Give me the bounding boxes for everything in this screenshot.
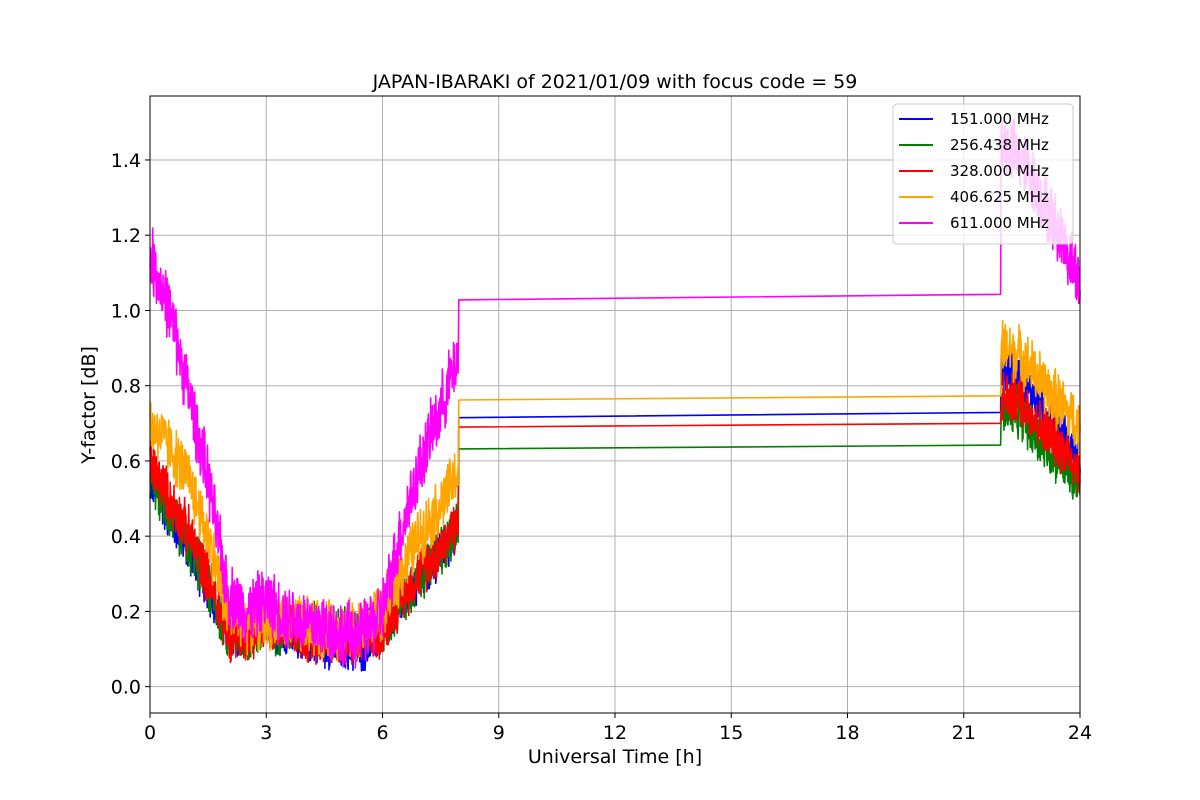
y-tick-label: 1.4 <box>111 150 141 172</box>
y-axis: 0.0 0.2 0.4 0.6 0.8 1.0 1.2 1.4 <box>111 150 150 699</box>
x-tick-label: 0 <box>144 722 156 744</box>
x-tick-label: 12 <box>603 722 627 744</box>
legend-label: 611.000 MHz <box>950 214 1049 232</box>
y-tick-label: 1.2 <box>111 225 141 247</box>
y-axis-label: Y-factor [dB] <box>78 346 100 465</box>
legend-label: 328.000 MHz <box>950 162 1049 180</box>
x-axis-label: Universal Time [h] <box>528 746 702 768</box>
x-tick-label: 15 <box>719 722 743 744</box>
chart-title: JAPAN-IBARAKI of 2021/01/09 with focus c… <box>372 71 858 93</box>
y-tick-label: 0.0 <box>111 677 141 699</box>
y-tick-label: 0.8 <box>111 376 141 398</box>
legend-box <box>892 103 1074 245</box>
x-tick-label: 9 <box>493 722 505 744</box>
y-tick-label: 0.2 <box>111 601 141 623</box>
x-tick-label: 6 <box>376 722 388 744</box>
legend: 151.000 MHz 256.438 MHz 328.000 MHz 406.625… <box>892 103 1074 245</box>
x-axis: 0 3 6 9 12 15 18 21 24 <box>144 713 1092 744</box>
legend-label: 151.000 MHz <box>950 110 1049 128</box>
x-tick-label: 3 <box>260 722 272 744</box>
x-tick-label: 24 <box>1068 722 1092 744</box>
legend-label: 406.625 MHz <box>950 188 1049 206</box>
y-tick-label: 1.0 <box>111 300 141 322</box>
x-tick-label: 21 <box>952 722 976 744</box>
x-tick-label: 18 <box>835 722 859 744</box>
y-tick-label: 0.4 <box>111 526 141 548</box>
legend-label: 256.438 MHz <box>950 136 1049 154</box>
y-tick-label: 0.6 <box>111 451 141 473</box>
